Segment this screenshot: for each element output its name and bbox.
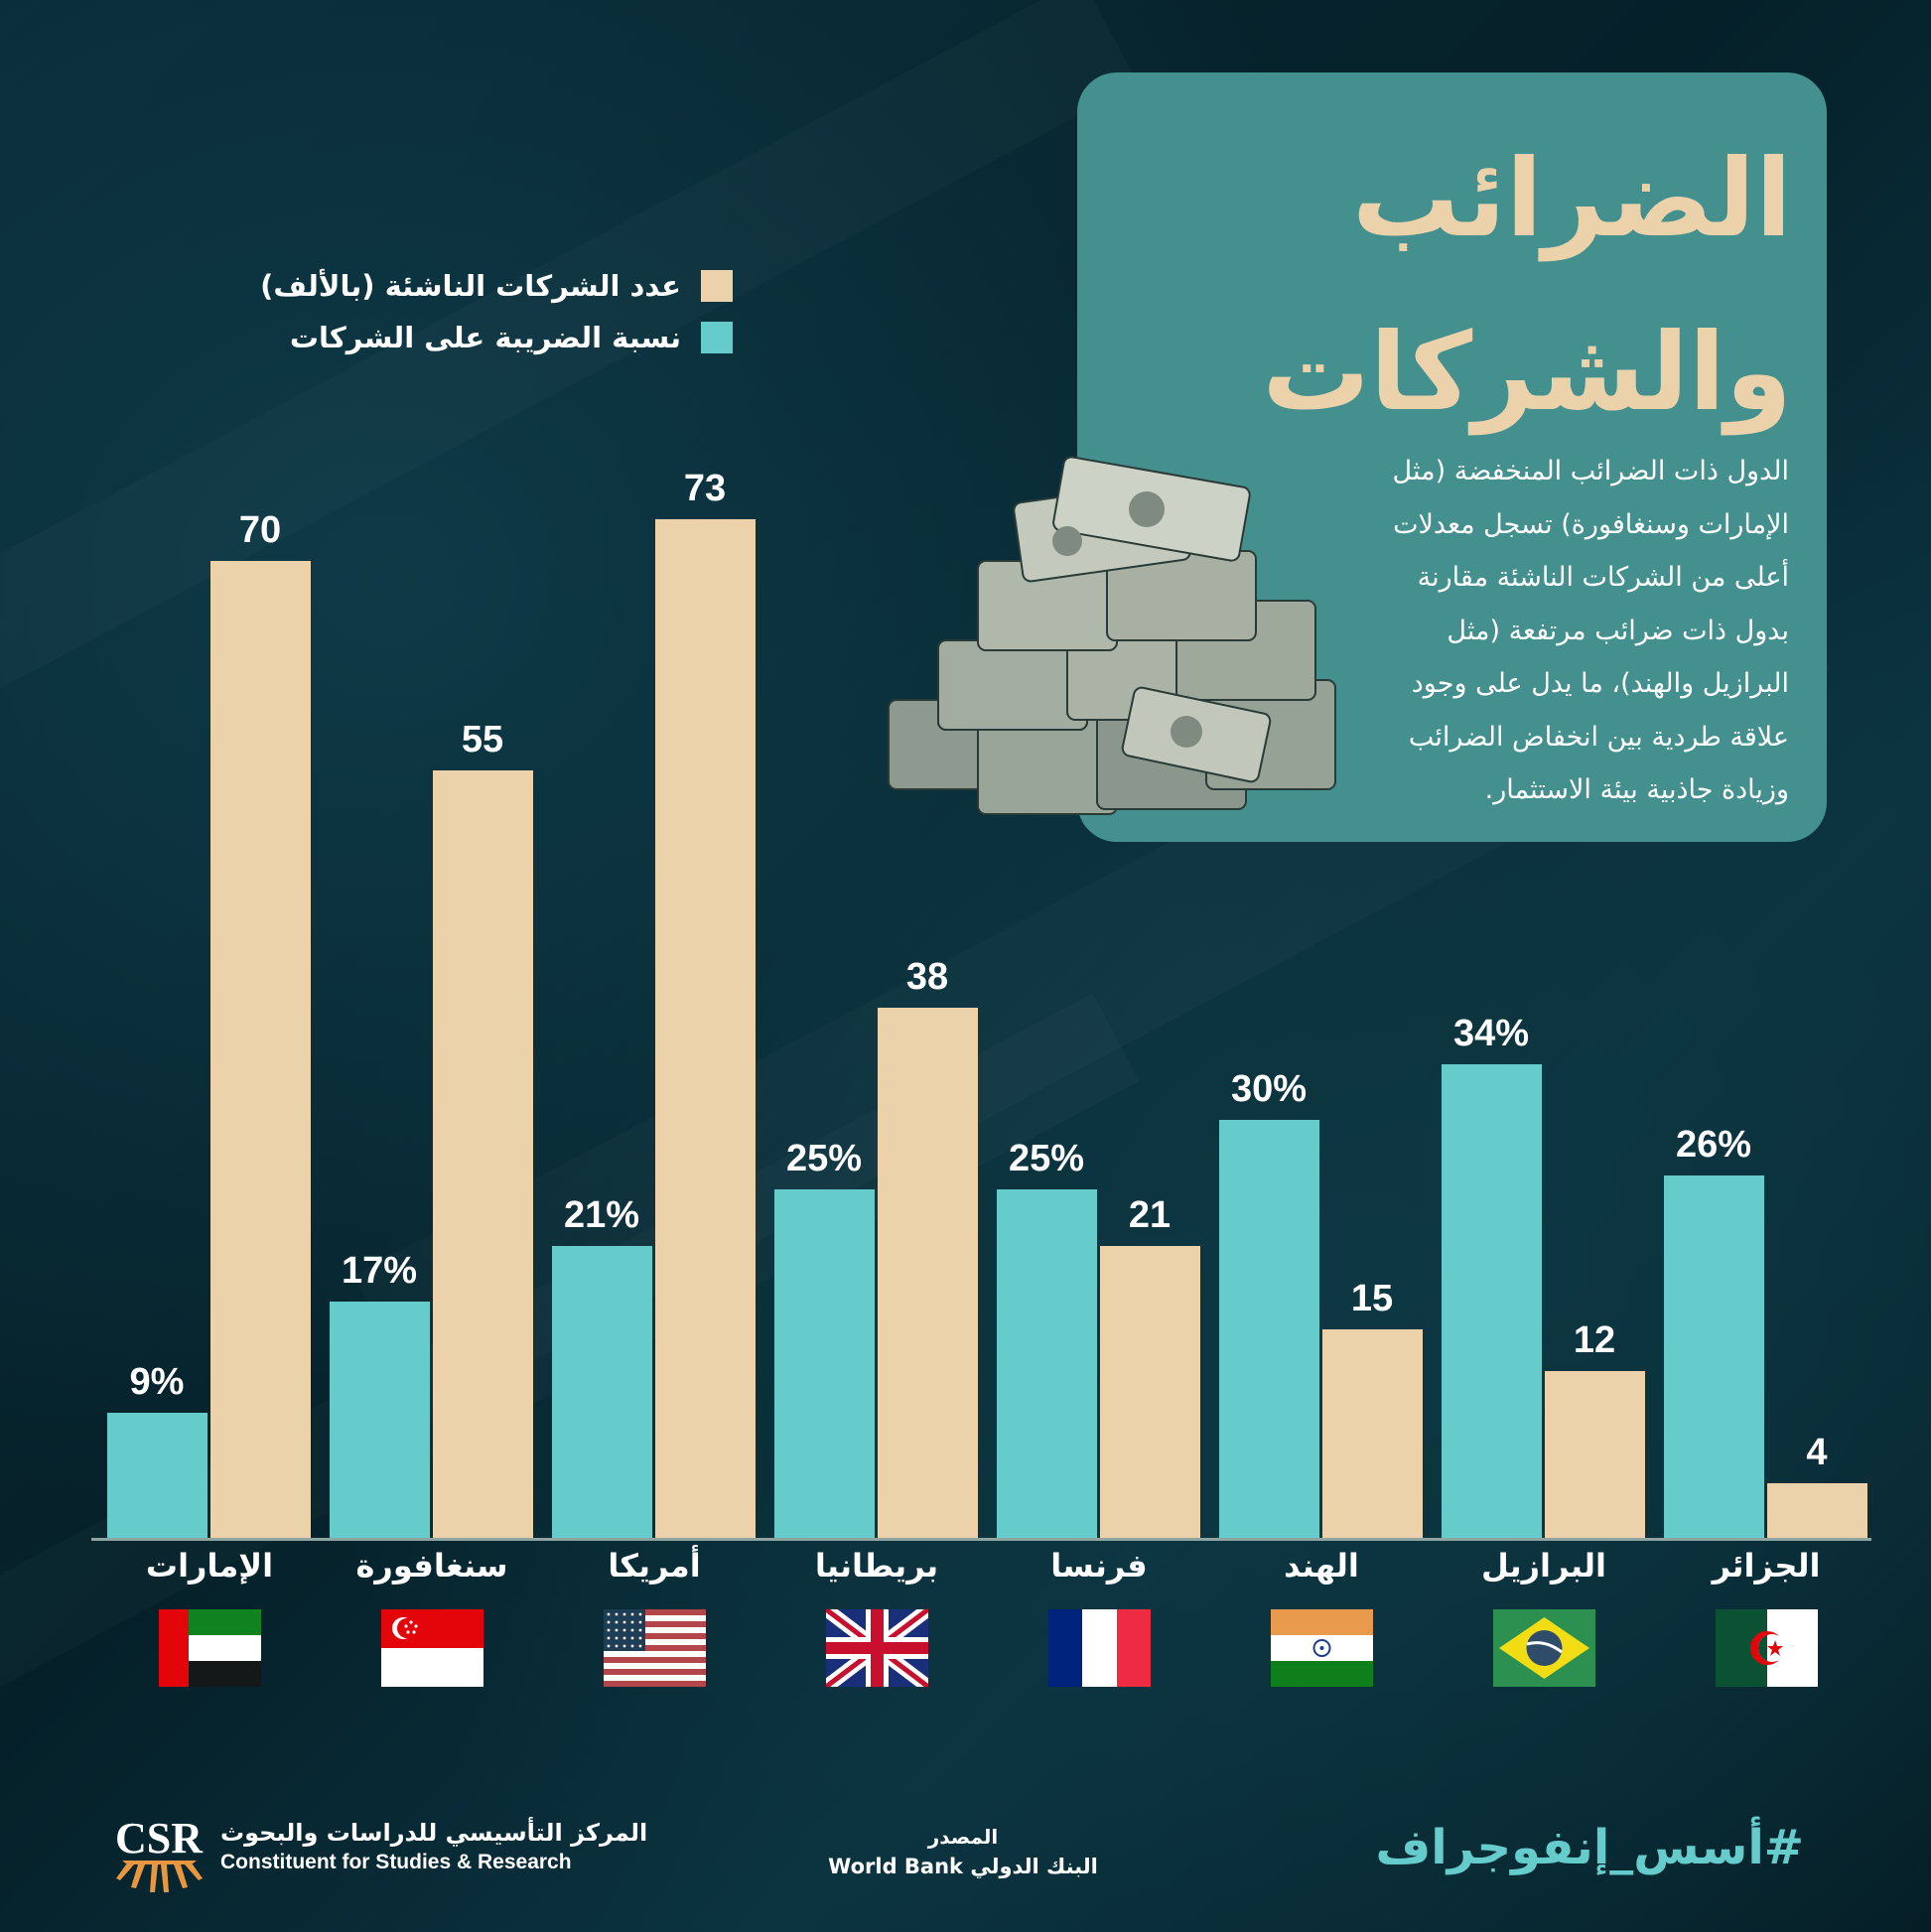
uk-flag-icon [826,1609,928,1687]
money-stack-illustration [888,456,1336,815]
france-flag-icon [1048,1609,1151,1687]
startups-value: 38 [905,956,949,998]
country-label: فرنسا [1050,1547,1148,1585]
tax-rate-value: 30% [1230,1068,1308,1110]
usa-flag-icon [604,1609,706,1687]
org-name-arabic: المركز التأسيسي للدراسات والبحوث [220,1819,648,1847]
tax-rate-bar [1442,1064,1542,1539]
startups-bar [210,561,311,1539]
tax-rate-value: 25% [1008,1138,1085,1179]
algeria-flag-icon [1716,1609,1818,1687]
svg-text:CSR: CSR [115,1814,204,1863]
tax-rate-bar [330,1302,430,1539]
page-title: الضرائب والشركات [1262,112,1794,460]
country-label: الإمارات [145,1547,274,1585]
tax-rate-bar [107,1413,207,1539]
tax-rate-value: 26% [1675,1124,1752,1166]
tax-rate-bar [1664,1175,1764,1539]
x-axis-line [91,1538,1871,1541]
startups-value: 21 [1128,1194,1172,1236]
source-label: المصدر [927,1825,999,1849]
chart-legend: عدد الشركات الناشئة (بالألف) نسبة الضريب… [260,260,733,363]
tax-rate-value: 25% [785,1138,863,1179]
country-label: بريطانيا [814,1547,939,1585]
startups-value: 55 [461,719,504,760]
brazil-flag-icon [1493,1609,1595,1687]
title-line-2: والشركات [1262,311,1794,435]
startups-value: 70 [238,509,282,551]
india-flag-icon [1271,1609,1373,1687]
country-label: الجزائر [1712,1547,1821,1585]
legend-label: عدد الشركات الناشئة (بالألف) [260,269,681,303]
legend-label: نسبة الضريبة على الشركات [289,321,681,354]
tax-rate-value: 17% [341,1250,418,1292]
tax-rate-bar [997,1189,1097,1539]
startups-bar [1545,1371,1645,1539]
startups-bar [878,1008,978,1539]
country-label: البرازيل [1481,1547,1606,1585]
uae-flag-icon [159,1609,261,1687]
startups-value: 15 [1350,1278,1394,1319]
startups-value: 73 [683,468,727,509]
title-line-1: الضرائب [1351,137,1794,261]
legend-swatch-teal [701,322,733,353]
org-name-english: Constituent for Studies & Research [220,1851,572,1873]
startups-bar [1767,1483,1867,1539]
hashtag[interactable]: #أسس_إنفوجراف [1375,1820,1804,1875]
startups-bar [433,770,533,1539]
startups-bar [1322,1329,1423,1539]
source-value: البنك الدولي World Bank [828,1855,1098,1878]
country-label: أمريكا [608,1547,701,1585]
legend-item-tax: نسبة الضريبة على الشركات [260,312,733,363]
csr-logo-icon: CSR [115,1814,204,1892]
startups-value: 4 [1806,1432,1828,1473]
startups-bar [1100,1246,1200,1539]
tax-rate-value: 9% [129,1361,185,1403]
startups-bar [655,519,756,1539]
tax-rate-value: 21% [563,1194,640,1236]
source-credit: المصدر البنك الدولي World Bank [814,1825,1112,1878]
singapore-flag-icon [381,1609,483,1687]
country-label: سنغافورة [355,1547,508,1585]
tax-rate-bar [552,1246,652,1539]
country-label: الهند [1284,1547,1359,1585]
legend-item-startups: عدد الشركات الناشئة (بالألف) [260,260,733,312]
tax-rate-bar [774,1189,875,1539]
tax-rate-bar [1219,1120,1319,1539]
legend-swatch-beige [701,270,733,302]
organization-name: المركز التأسيسي للدراسات والبحوث Constit… [220,1819,647,1874]
description-text: الدول ذات الضرائب المنخفضة (مثل الإمارات… [1392,456,1789,805]
startups-value: 12 [1573,1319,1616,1361]
tax-rate-value: 34% [1452,1013,1530,1054]
